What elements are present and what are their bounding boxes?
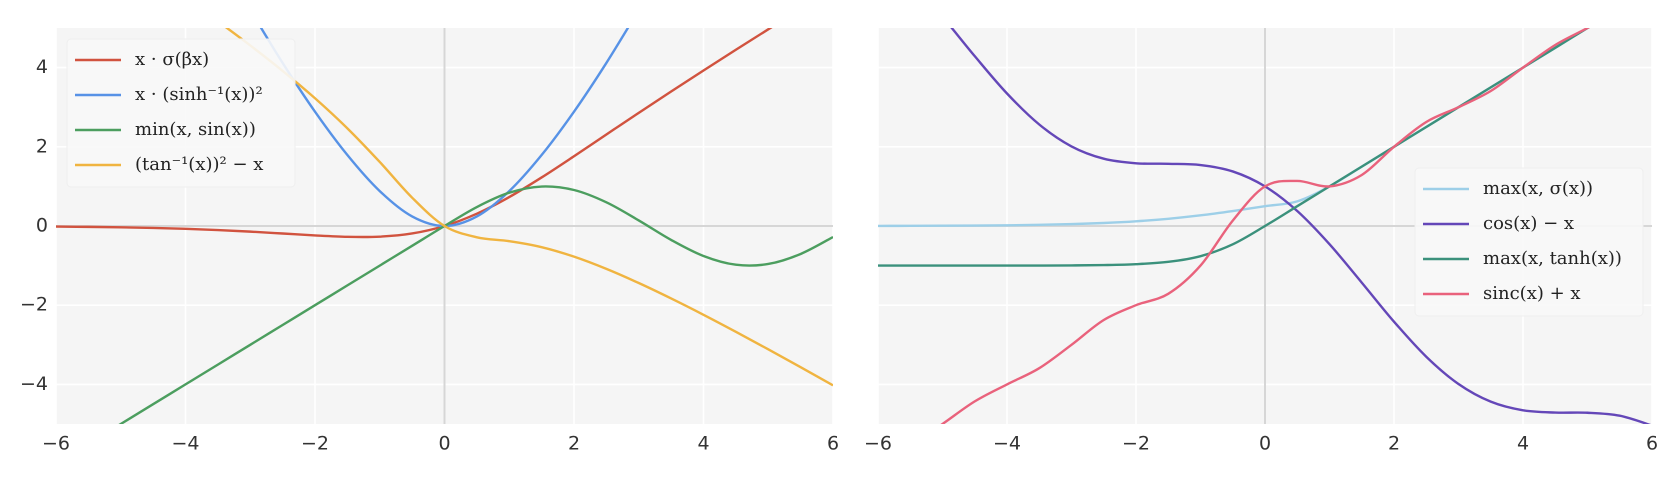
x-tick-label: −6 bbox=[864, 433, 892, 455]
legend-label: min(x, sin(x)) bbox=[135, 119, 256, 140]
series-line bbox=[118, 185, 833, 424]
legend-label: max(x, tanh(x)) bbox=[1483, 248, 1622, 269]
y-tick-label: −4 bbox=[20, 373, 48, 395]
series-line bbox=[224, 28, 833, 387]
series-line bbox=[56, 28, 773, 239]
x-tick-label: −4 bbox=[171, 433, 199, 455]
x-tick-label: −6 bbox=[42, 433, 70, 455]
legend-label: cos(x) − x bbox=[1483, 213, 1574, 234]
x-tick-label: 0 bbox=[438, 433, 450, 455]
x-tick-label: 2 bbox=[568, 433, 580, 455]
legend-box bbox=[1414, 167, 1644, 317]
legend: x · σ(βx) x · (sinh⁻¹(x))² min(x, sin(x)) (… bbox=[66, 38, 296, 188]
x-tick-label: 6 bbox=[827, 433, 839, 455]
y-tick-label: 2 bbox=[36, 135, 48, 157]
legend-label: max(x, σ(x)) bbox=[1483, 178, 1593, 199]
legend: max(x, σ(x)) cos(x) − x max(x, tanh(x)) sin… bbox=[1414, 167, 1644, 317]
series-group bbox=[878, 28, 1652, 424]
series-line bbox=[950, 28, 1652, 424]
legend-label: sinc(x) + x bbox=[1483, 283, 1581, 304]
x-tick-label: 4 bbox=[1517, 433, 1529, 455]
legend-label: x · σ(βx) bbox=[135, 49, 209, 70]
y-tick-label: 0 bbox=[36, 215, 48, 237]
legend-label: (tan⁻¹(x))² − x bbox=[135, 154, 263, 175]
x-tick-label: 4 bbox=[697, 433, 709, 455]
x-tick-label: 2 bbox=[1388, 433, 1400, 455]
series-group bbox=[56, 28, 833, 424]
y-tick-label: 4 bbox=[36, 56, 48, 78]
x-tick-label: 0 bbox=[1259, 433, 1271, 455]
legend-box bbox=[66, 38, 296, 188]
x-tick-label: −2 bbox=[301, 433, 329, 455]
x-tick-label: 6 bbox=[1646, 433, 1658, 455]
series-line bbox=[940, 28, 1591, 424]
y-tick-label: −2 bbox=[20, 294, 48, 316]
series-line bbox=[878, 28, 1590, 267]
x-tick-label: −2 bbox=[1122, 433, 1150, 455]
x-tick-label: −4 bbox=[993, 433, 1021, 455]
legend-label: x · (sinh⁻¹(x))² bbox=[135, 84, 263, 105]
